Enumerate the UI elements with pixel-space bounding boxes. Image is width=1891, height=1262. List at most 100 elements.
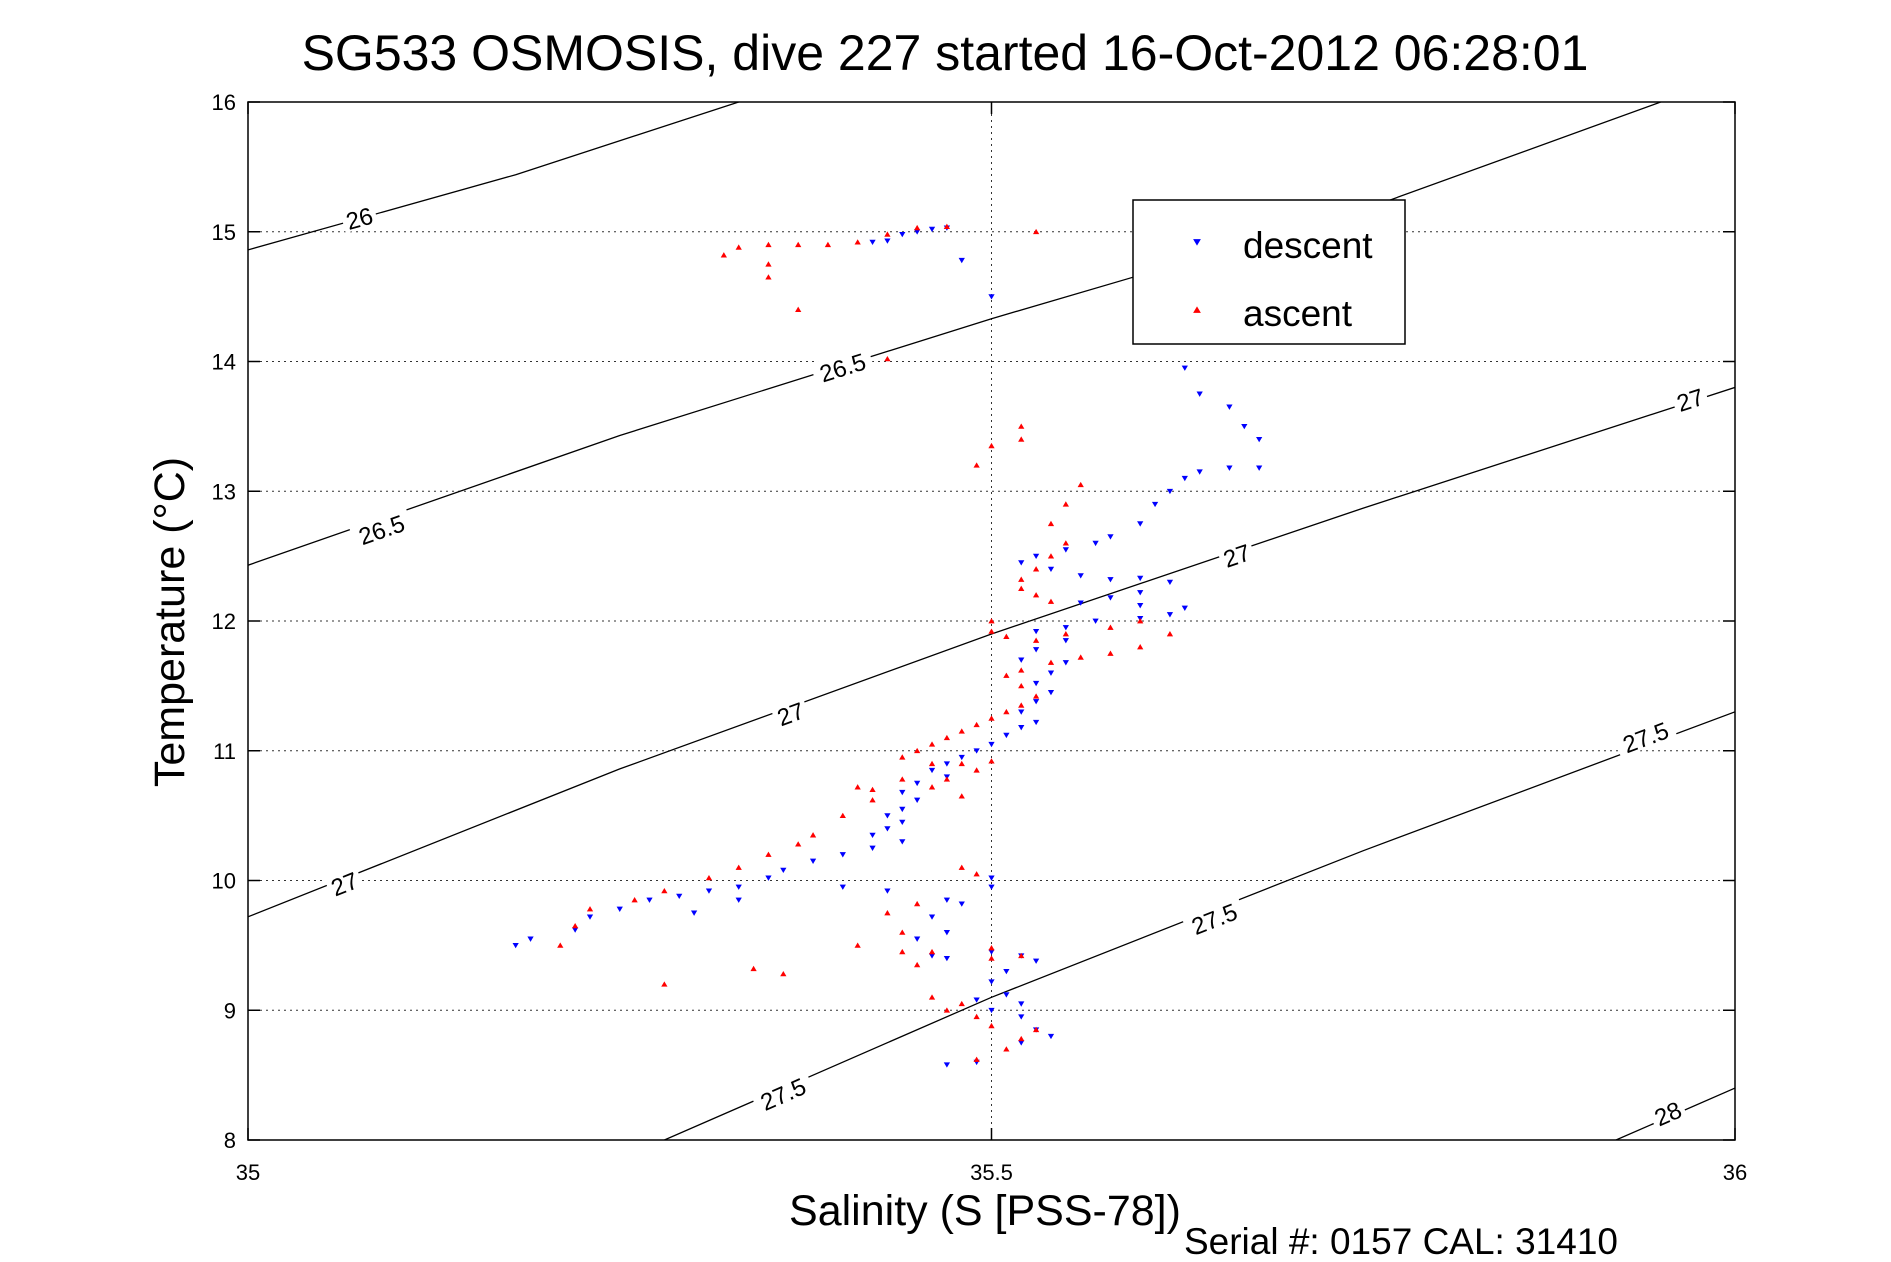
ascent-point (1166, 631, 1174, 637)
descent-point (1196, 469, 1203, 475)
descent-point (676, 893, 683, 900)
ascent-point (1032, 637, 1040, 643)
descent-point (1137, 575, 1144, 582)
y-tick-label: 16 (212, 90, 236, 115)
legend-marker-ascent (1193, 306, 1201, 313)
ascent-point (795, 841, 802, 847)
descent-point (1062, 638, 1069, 644)
ascent-point (1077, 481, 1084, 488)
descent-point (1196, 391, 1203, 397)
y-tick-label: 9 (224, 998, 236, 1023)
contour-label-bg (339, 200, 379, 234)
descent-point (586, 914, 594, 920)
ascent-point (973, 871, 980, 877)
density-contour-line (664, 711, 1735, 1140)
ascent-point (973, 462, 980, 468)
ascent-point (780, 970, 787, 977)
descent-point (928, 226, 936, 233)
descent-point (988, 1007, 995, 1014)
ascent-point (943, 223, 951, 229)
ascent-point (914, 747, 921, 754)
ascent-point (1018, 702, 1025, 708)
ascent-point (1047, 520, 1055, 527)
legend: descent ascent (1132, 199, 1406, 345)
x-tick-label: 35.5 (970, 1160, 1013, 1185)
contour-label-group: 26.5 (809, 345, 875, 388)
descent-point (988, 741, 995, 748)
ascent-point (661, 981, 668, 987)
ascent-point (661, 887, 668, 894)
ascent-point (928, 994, 936, 1000)
x-axis-label: Salinity (S [PSS-78]) (789, 1187, 1181, 1235)
descent-point (1062, 547, 1069, 553)
legend-marker-descent (1193, 239, 1201, 246)
descent-point (512, 942, 519, 949)
descent-point (914, 936, 921, 942)
ascent-point (1003, 633, 1010, 639)
descent-point (1003, 992, 1010, 998)
ascent-point (1018, 1035, 1025, 1042)
descent-point (1092, 540, 1099, 547)
ascent-point (809, 832, 817, 838)
descent-point (705, 888, 713, 894)
descent-point (988, 949, 995, 955)
descent-point (869, 239, 876, 246)
descent-point (780, 867, 787, 874)
y-tick-label: 10 (212, 869, 236, 894)
chart-title: SG533 OSMOSIS, dive 227 started 16-Oct-2… (302, 25, 1589, 81)
descent-point (1032, 680, 1040, 687)
x-tick-label: 35 (236, 1160, 260, 1185)
descent-point (884, 826, 891, 832)
descent-point (943, 897, 951, 903)
ascent-point (720, 252, 727, 258)
descent-point (988, 294, 995, 300)
ascent-point (928, 948, 936, 955)
descent-point (1047, 670, 1055, 676)
descent-point (1166, 488, 1174, 495)
descent-point (988, 875, 995, 881)
ascent-point (899, 929, 906, 935)
ascent-point (899, 948, 906, 955)
descent-point (899, 231, 906, 238)
ascent-point (854, 239, 861, 245)
contour-label: 26.5 (355, 510, 408, 551)
ascent-point (1047, 659, 1055, 665)
ascent-point (1077, 654, 1084, 660)
contour-label-group: 27.5 (1612, 714, 1678, 759)
ascent-point (1137, 618, 1144, 624)
ascent-point (1003, 1046, 1010, 1052)
ascent-point (973, 1056, 980, 1062)
contour-label-group: 28 (1646, 1094, 1688, 1132)
ascent-point (557, 942, 564, 948)
legend-box (1132, 199, 1406, 345)
descent-point (869, 845, 876, 851)
ascent-point (854, 784, 861, 790)
ascent-point (1047, 553, 1055, 559)
ascent-point (988, 955, 995, 961)
contour-label-bg (348, 507, 414, 550)
y-tick-label: 15 (212, 220, 236, 245)
ascent-point (869, 786, 876, 793)
ascent-point (1018, 682, 1025, 689)
descent-point (1166, 579, 1174, 586)
ascent-point (631, 897, 638, 903)
ascent-point (1032, 566, 1040, 572)
descent-point (1018, 560, 1025, 566)
descent-point (928, 767, 936, 774)
contour-label-group: 27 (1216, 537, 1257, 574)
descent-point (690, 910, 698, 916)
density-contour-line (248, 102, 739, 251)
ascent-point (884, 910, 891, 916)
descent-point (1166, 612, 1174, 618)
contour-label: 27.5 (1619, 717, 1672, 759)
ascent-point (735, 864, 742, 870)
descent-point (884, 813, 891, 819)
contour-label-group: 26.5 (348, 507, 414, 551)
descent-point (1062, 625, 1069, 631)
ascent-point (1032, 1026, 1040, 1033)
descent-point (527, 936, 534, 942)
descent-point (899, 839, 906, 845)
x-tick-label: 36 (1723, 1160, 1747, 1185)
contour-label-group: 26 (339, 200, 379, 236)
